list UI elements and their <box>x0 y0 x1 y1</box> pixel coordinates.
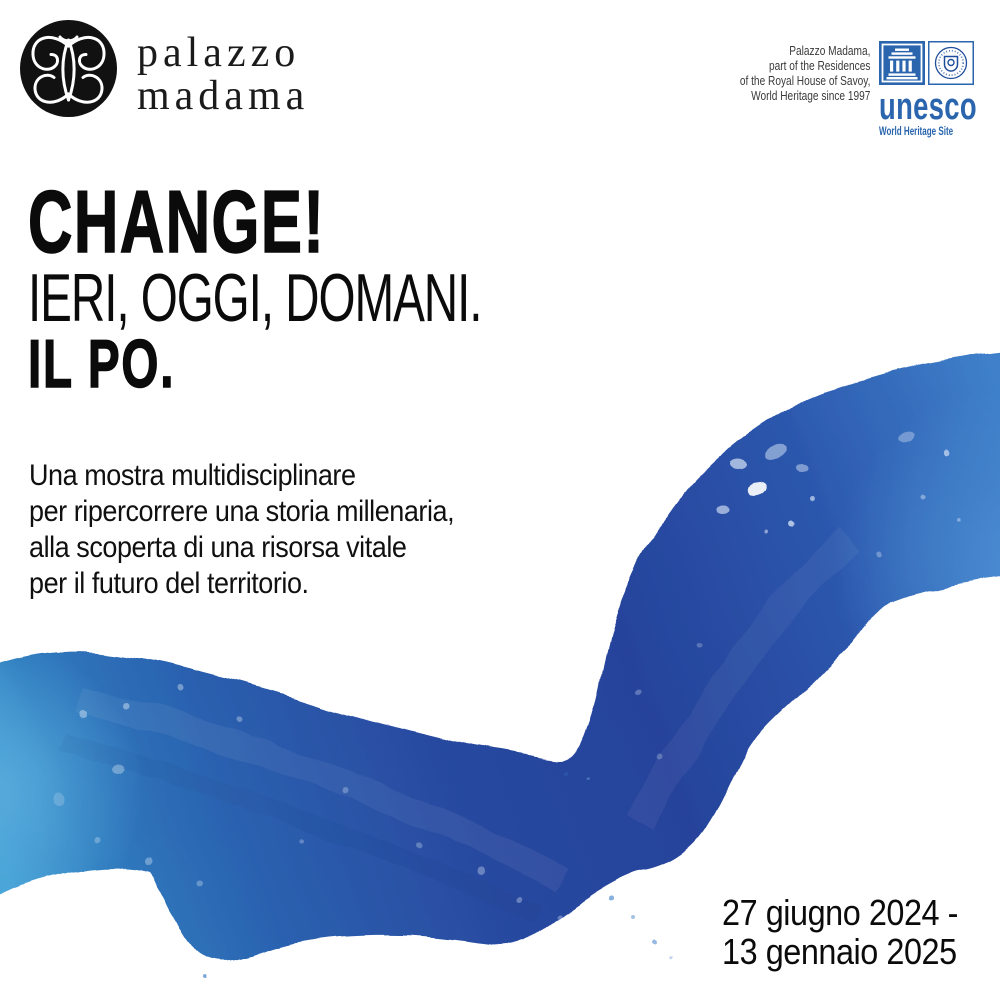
brand-block: palazzo madama <box>20 20 309 118</box>
unesco-tagline: World Heritage Site <box>879 126 954 138</box>
dates-line-1: 27 giugno 2024 - <box>722 892 959 933</box>
brand-name-line1: palazzo <box>137 30 301 76</box>
unesco-block: Palazzo Madama, part of the Residences o… <box>703 41 977 138</box>
description-line: alla scoperta di una risorsa vitale <box>29 531 407 564</box>
description-line: per il futuro del territorio. <box>29 567 309 600</box>
credit-line: of the Royal House of Savoy, <box>739 73 870 88</box>
credit-line: Palazzo Madama, <box>788 43 870 58</box>
credit-line: part of the Residences <box>768 58 870 73</box>
description-line: per ripercorrere una storia millenaria, <box>29 495 455 528</box>
unesco-logo-column: unesco World Heritage Site <box>879 41 977 138</box>
brand-name: palazzo madama <box>137 32 309 118</box>
dates-line-2: 13 gennaio 2025 <box>722 931 957 972</box>
unesco-credit-text: Palazzo Madama, part of the Residences o… <box>739 41 870 138</box>
credit-line: World Heritage since 1997 <box>750 88 870 103</box>
palazzo-madama-monogram-icon <box>20 20 117 117</box>
exhibition-dates: 27 giugno 2024 - 13 gennaio 2025 <box>722 893 958 971</box>
world-heritage-emblem-icon <box>928 41 974 85</box>
unesco-temple-icon <box>879 41 925 85</box>
title-line-3: IL PO. <box>27 326 176 402</box>
title-line-1: CHANGE! <box>27 172 326 271</box>
description-line: Una mostra multidisciplinare <box>29 459 356 492</box>
title-line-2: IERI, OGGI, DOMANI. <box>28 260 482 336</box>
brand-name-line2: madama <box>137 73 310 119</box>
unesco-wordmark: unesco <box>879 86 977 128</box>
brushstroke-group <box>0 351 1000 979</box>
exhibition-description: Una mostra multidisciplinare per riperco… <box>29 458 455 602</box>
